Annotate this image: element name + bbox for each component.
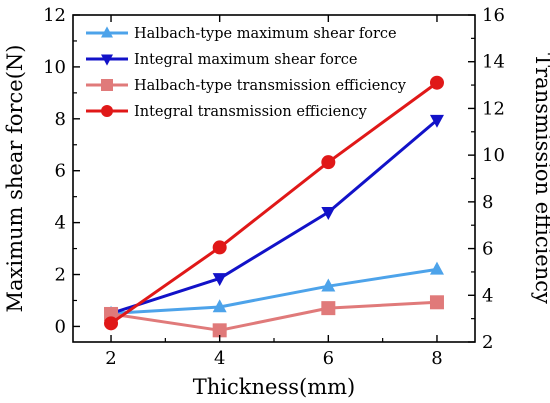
legend-label: Integral transmission efficiency (134, 104, 368, 120)
series-3 (104, 75, 444, 331)
legend: Halbach-type maximum shear force Integral… (86, 26, 407, 120)
y-right-tick-label: 10 (482, 145, 505, 166)
legend-label: Halbach-type maximum shear force (134, 26, 397, 42)
data-point (321, 206, 336, 220)
data-point (212, 273, 227, 287)
series-0 (104, 261, 444, 319)
y-left-tick-label: 2 (55, 265, 66, 286)
legend-item: Integral maximum shear force (86, 52, 358, 68)
data-point (212, 323, 227, 338)
series-line (110, 81, 438, 325)
legend-swatch-marker (101, 79, 113, 91)
y-right-tick-label: 16 (482, 5, 505, 26)
data-point (429, 114, 444, 128)
y-left-tick-label: 10 (43, 57, 66, 78)
data-point (212, 299, 227, 313)
y-right-tick-label: 14 (482, 52, 505, 73)
y-right-tick-label: 4 (482, 285, 493, 306)
y-left-tick-label: 12 (43, 5, 66, 26)
data-point (321, 278, 336, 292)
data-point (212, 240, 227, 255)
x-axis-title: Thickness(mm) (193, 375, 355, 399)
legend-item: Halbach-type maximum shear force (86, 26, 397, 42)
y-right-axis-title: Transmission efficiency (531, 53, 550, 304)
series-line (110, 300, 438, 332)
series-line (110, 118, 438, 315)
legend-swatch-marker (101, 54, 113, 66)
data-point (429, 295, 444, 310)
data-point (104, 316, 119, 331)
data-point (321, 301, 336, 316)
y-left-tick-label: 0 (55, 316, 66, 337)
y-right-tick-label: 6 (482, 239, 493, 260)
y-right-tick-label: 12 (482, 98, 505, 119)
data-point (321, 155, 336, 170)
legend-swatch-marker (101, 26, 113, 38)
legend-item: Integral transmission efficiency (86, 104, 368, 120)
data-point (429, 261, 444, 275)
data-point (429, 75, 444, 90)
y-left-tick-label: 4 (55, 213, 66, 234)
y-left-tick-label: 8 (55, 109, 66, 130)
y-left-tick-label: 6 (55, 161, 66, 182)
y-right-tick-label: 2 (482, 332, 493, 353)
legend-label: Integral maximum shear force (134, 52, 358, 68)
legend-label: Halbach-type transmission efficiency (134, 78, 407, 94)
legend-item: Halbach-type transmission efficiency (86, 78, 407, 94)
x-tick-label: 2 (105, 348, 116, 369)
series-line (110, 267, 438, 315)
y-right-tick-label: 8 (482, 192, 493, 213)
series-1 (104, 114, 444, 322)
x-tick-label: 4 (214, 348, 225, 369)
x-tick-label: 8 (431, 348, 442, 369)
series-2 (104, 295, 444, 338)
y-left-axis-title: Maximum shear force(N) (3, 45, 27, 313)
x-tick-label: 6 (323, 348, 334, 369)
legend-swatch-marker (101, 105, 113, 117)
